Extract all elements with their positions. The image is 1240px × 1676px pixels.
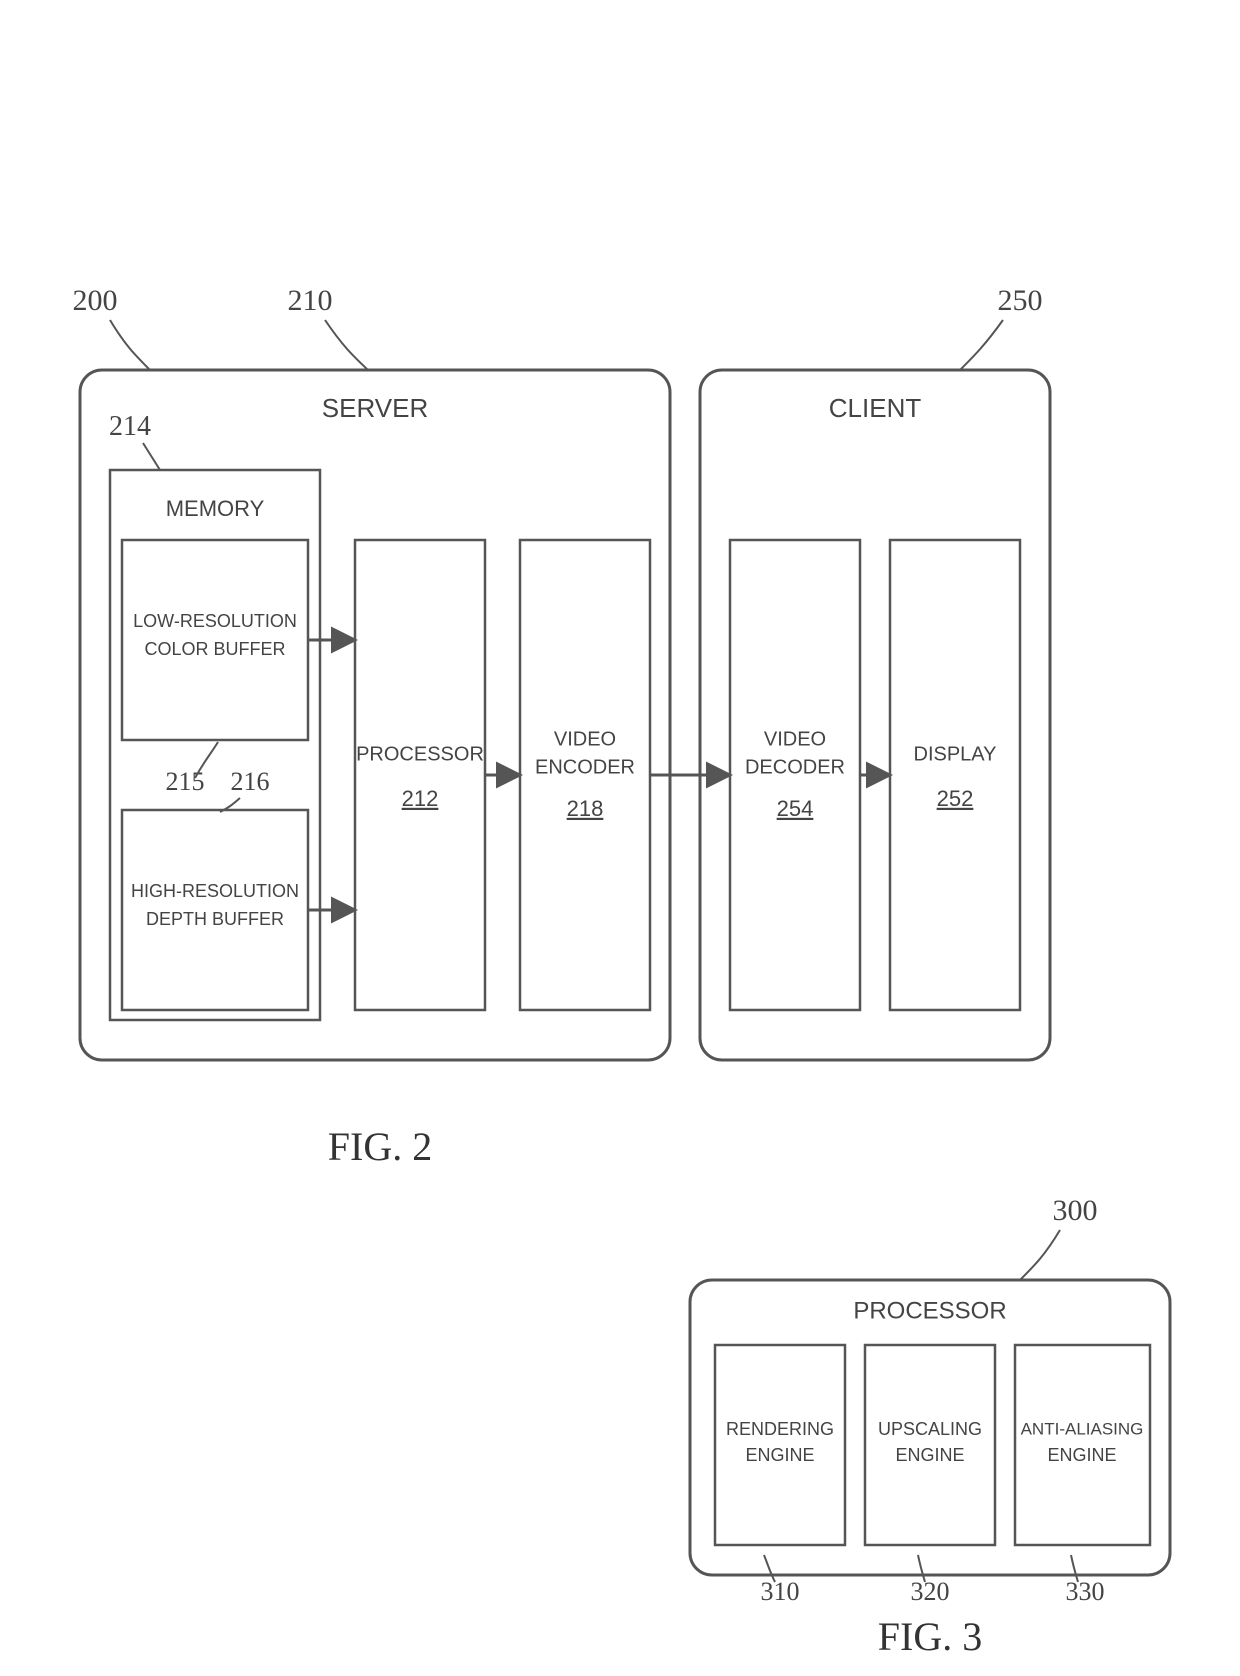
depth-buffer-line2: DEPTH BUFFER bbox=[146, 909, 284, 929]
ref-320: 320 bbox=[911, 1577, 950, 1606]
memory-title: MEMORY bbox=[166, 496, 265, 521]
leader-215 bbox=[195, 742, 218, 778]
decoder-line1: VIDEO bbox=[764, 728, 826, 750]
depth-buffer-line1: HIGH-RESOLUTION bbox=[131, 881, 299, 901]
ref-250: 250 bbox=[998, 284, 1043, 317]
processor-title: PROCESSOR bbox=[356, 743, 484, 765]
ref-212: 212 bbox=[402, 786, 439, 811]
leader-214 bbox=[143, 443, 160, 470]
ref-218: 218 bbox=[567, 796, 604, 821]
processor-box bbox=[355, 540, 485, 1010]
ref-214: 214 bbox=[109, 411, 151, 442]
ref-300: 300 bbox=[1053, 1194, 1098, 1227]
leader-300 bbox=[1020, 1230, 1060, 1280]
color-buffer-line2: COLOR BUFFER bbox=[144, 639, 285, 659]
rendering-line1: RENDERING bbox=[726, 1419, 834, 1439]
rendering-line2: ENGINE bbox=[745, 1445, 814, 1465]
fig2-caption: FIG. 2 bbox=[328, 1124, 432, 1169]
ref-210: 210 bbox=[288, 284, 333, 317]
display-box bbox=[890, 540, 1020, 1010]
ref-200: 200 bbox=[73, 284, 118, 317]
client-title: CLIENT bbox=[829, 393, 922, 423]
display-title: DISPLAY bbox=[914, 743, 997, 765]
ref-310: 310 bbox=[761, 1577, 800, 1606]
antialiasing-line1: ANTI-ALIASING bbox=[1021, 1419, 1144, 1438]
decoder-line2: DECODER bbox=[745, 756, 845, 778]
fig3-caption: FIG. 3 bbox=[878, 1614, 982, 1659]
client-container bbox=[700, 370, 1050, 1060]
leader-200 bbox=[110, 320, 150, 370]
ref-252: 252 bbox=[937, 786, 974, 811]
leader-250 bbox=[960, 320, 1003, 370]
server-title: SERVER bbox=[322, 393, 428, 423]
server-container bbox=[80, 370, 670, 1060]
processor3-title: PROCESSOR bbox=[853, 1297, 1006, 1324]
ref-216: 216 bbox=[231, 767, 270, 796]
encoder-line1: VIDEO bbox=[554, 728, 616, 750]
upscaling-line2: ENGINE bbox=[895, 1445, 964, 1465]
color-buffer-line1: LOW-RESOLUTION bbox=[133, 611, 297, 631]
upscaling-line1: UPSCALING bbox=[878, 1419, 982, 1439]
ref-330: 330 bbox=[1066, 1577, 1105, 1606]
leader-210 bbox=[325, 320, 368, 370]
antialiasing-line2: ENGINE bbox=[1047, 1445, 1116, 1465]
ref-254: 254 bbox=[777, 796, 814, 821]
encoder-line2: ENCODER bbox=[535, 756, 635, 778]
